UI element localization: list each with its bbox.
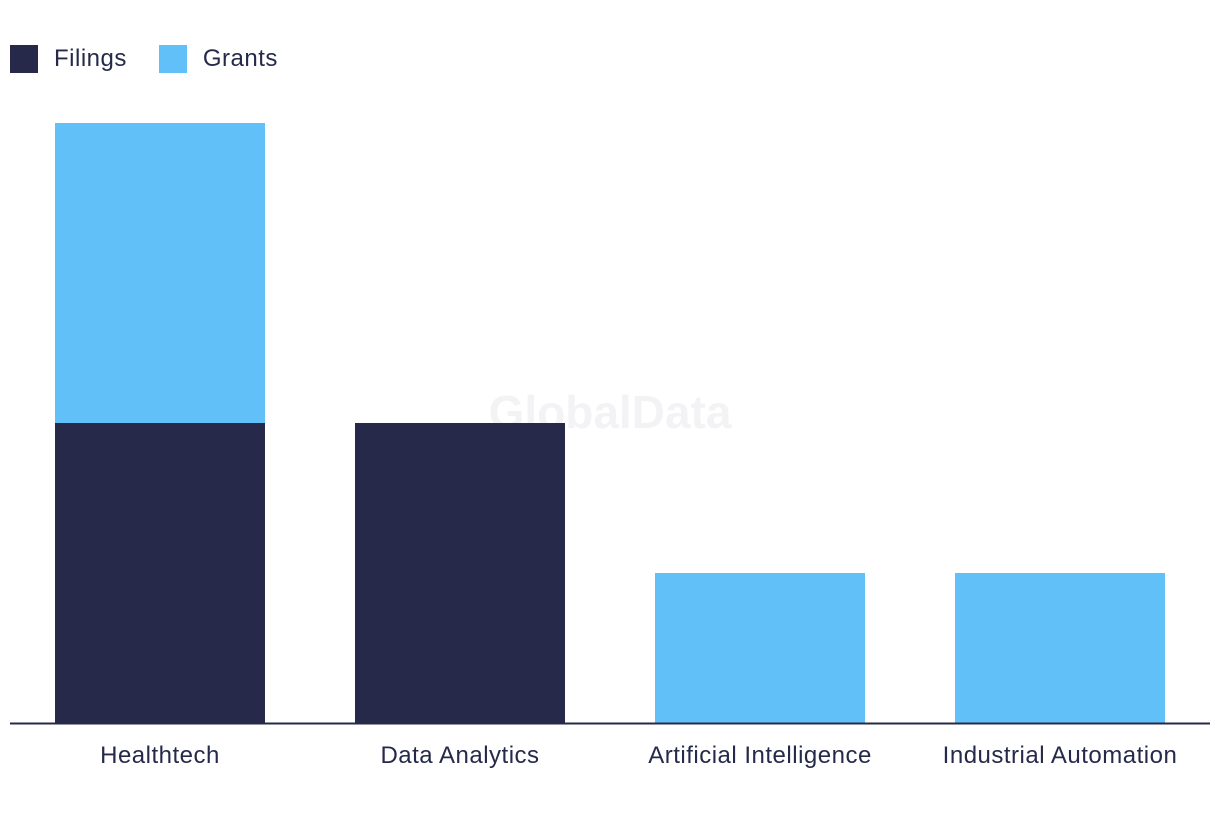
- bar-filings-healthtech: [55, 423, 265, 723]
- chart-legend: Filings Grants: [10, 44, 310, 74]
- bar-grants-industrial-automation: [955, 573, 1165, 723]
- x-tick-label: Industrial Automation: [943, 742, 1178, 769]
- bar-filings-data-analytics: [355, 423, 565, 723]
- x-tick-label: Data Analytics: [380, 742, 539, 769]
- legend-label-grants: Grants: [202, 45, 278, 72]
- legend-swatch-filings: [10, 45, 38, 73]
- legend-item-grants: Grants: [158, 45, 278, 73]
- legend-label-filings: Filings: [54, 45, 127, 72]
- x-tick-label: Healthtech: [100, 742, 220, 769]
- legend-swatch-grants: [158, 45, 187, 73]
- bar-grants-healthtech: [55, 123, 265, 423]
- legend-item-filings: Filings: [10, 45, 127, 73]
- bar-grants-artificial-intelligence: [655, 573, 865, 723]
- x-tick-label: Artificial Intelligence: [648, 742, 872, 769]
